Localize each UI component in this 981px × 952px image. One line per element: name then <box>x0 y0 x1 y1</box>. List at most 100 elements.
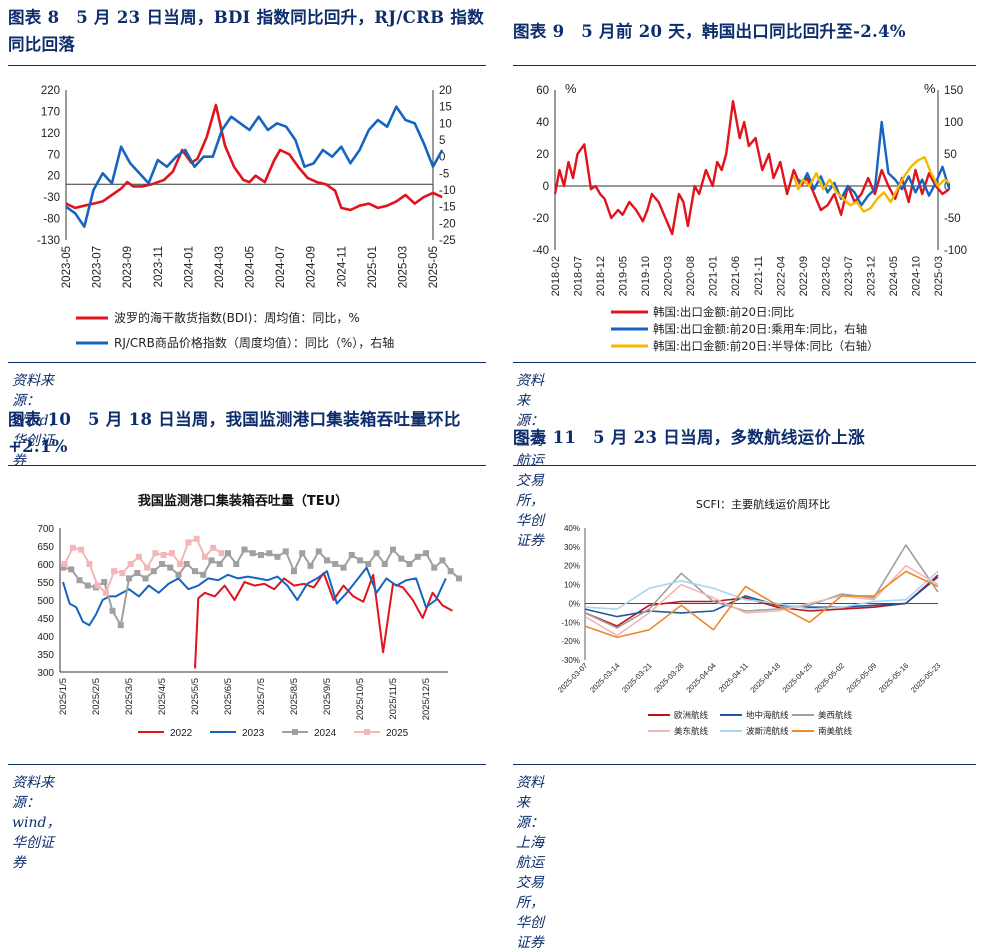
series-marker-2 <box>447 568 454 575</box>
x-tick-label: 2023-12 <box>865 256 877 296</box>
y-tick-right: -50 <box>944 213 961 225</box>
x-tick-label: 2024-10 <box>910 256 922 296</box>
y-tick-right: 20 <box>439 85 452 97</box>
y-tick: 20% <box>564 562 580 571</box>
series-marker-2 <box>208 557 215 564</box>
x-tick-label: 2025/11/5 <box>388 678 399 720</box>
panel-title: 图表 8 5 月 23 日当周，BDI 指数同比回升，RJ/CRB 指数同比回落 <box>8 8 484 54</box>
y-tick-left: -40 <box>532 245 549 257</box>
y-tick-left: 120 <box>41 128 60 140</box>
y-tick-right: 100 <box>944 117 963 129</box>
legend-label-3: 美东航线 <box>674 726 709 737</box>
x-tick-label: 2023-09 <box>122 246 134 288</box>
series-marker-3 <box>61 561 68 567</box>
x-tick-label: 2025-01 <box>367 246 379 288</box>
series-marker-2 <box>60 564 66 571</box>
y-tick-right: -10 <box>439 185 456 197</box>
x-tick-label: 2018-07 <box>573 256 585 296</box>
y-tick-right: 15 <box>439 102 452 114</box>
x-tick-label: 2025-04-18 <box>748 661 781 694</box>
series-marker-2 <box>439 557 446 564</box>
series-marker-2 <box>456 575 462 582</box>
series-marker-2 <box>68 566 75 573</box>
y-tick: 300 <box>37 668 54 679</box>
legend-label-1: 韩国:出口金额:前20日:乘用车:同比，右轴 <box>653 322 867 336</box>
x-tick-label: 2025-04-25 <box>781 661 814 694</box>
series-line-3 <box>584 564 939 637</box>
series-marker-3 <box>94 582 101 589</box>
series-marker-3 <box>102 589 109 596</box>
y-tick-right: -15 <box>439 202 456 214</box>
x-tick-label: 2021-01 <box>708 256 720 296</box>
y-tick-right: -5 <box>439 168 449 180</box>
series-marker-3 <box>160 552 167 558</box>
series-marker-3 <box>135 553 142 560</box>
y-tick-right: 5 <box>439 135 445 147</box>
y-tick: 40% <box>564 524 580 533</box>
y-tick-left: 40 <box>536 117 549 129</box>
legend-label-4: 波斯湾航线 <box>746 726 789 737</box>
series-marker-2 <box>249 550 256 557</box>
series-marker-2 <box>291 568 297 575</box>
series-marker-2 <box>109 607 116 614</box>
series-marker-2 <box>142 575 149 582</box>
series-marker-2 <box>274 553 281 560</box>
y-tick-left: 20 <box>536 149 549 161</box>
y-unit-right: % <box>924 81 936 96</box>
source-rule <box>513 764 976 765</box>
series-marker-2 <box>258 552 264 558</box>
series-marker-2 <box>332 561 339 567</box>
x-tick-label: 2025/5/5 <box>190 678 201 715</box>
y-tick-left: 20 <box>47 171 60 183</box>
x-tick-label: 2024-11 <box>336 246 348 287</box>
chart-bdi-crb: -130 -80 -30 20 70 120 170 220 -25 -20 -15 -10 -5 0 5 1… <box>37 85 456 350</box>
x-tick-label: 2024-09 <box>306 246 318 288</box>
x-tick-label: 2025-03-14 <box>588 661 621 694</box>
y-tick: 350 <box>37 650 54 661</box>
legend-label-1: 2023 <box>242 728 265 739</box>
y-tick: 700 <box>37 524 54 535</box>
y-tick: 10% <box>564 581 580 590</box>
chart-port-container: 我国监测港口集装箱吞吐量（TEU） 300 350 400 450 500 550 600 65… <box>37 493 462 739</box>
series-marker-2 <box>117 622 124 629</box>
source-note: 资料来源：上海航运交易所，华创证券 <box>516 775 544 951</box>
series-marker-3 <box>119 570 126 576</box>
chart-title: SCFI：主要航线运价周环比 <box>696 497 830 511</box>
legend-label-2: 韩国:出口金额:前20日:半导体:同比（右轴） <box>653 339 879 353</box>
series-marker-2 <box>134 570 141 576</box>
series-marker-3 <box>86 561 93 567</box>
y-tick: 0% <box>568 599 580 608</box>
x-tick-label: 2025-04-11 <box>717 661 750 694</box>
series-marker-2 <box>365 561 372 567</box>
series-marker-2 <box>414 553 421 560</box>
x-tick-label: 2023-11 <box>153 246 165 287</box>
x-tick-label: 2025/9/5 <box>322 678 333 715</box>
series-marker-3 <box>201 553 208 560</box>
series-marker-2 <box>233 561 240 567</box>
y-tick-right: -25 <box>439 235 456 247</box>
legend-label-1: 地中海航线 <box>746 710 789 721</box>
x-tick-label: 2018-02 <box>550 256 562 296</box>
series-marker-2 <box>150 568 157 575</box>
x-tick-label: 2025/4/5 <box>157 678 168 715</box>
y-tick-left: -130 <box>37 235 60 247</box>
x-tick-label: 2025-03-28 <box>652 661 685 694</box>
series-marker-2 <box>299 550 306 557</box>
x-tick-label: 2025-04-04 <box>684 661 717 694</box>
legend-marker-2 <box>292 729 298 735</box>
y-tick: -20% <box>561 637 580 646</box>
x-tick-label: 2023-07 <box>843 256 855 296</box>
x-tick-label: 2023-05 <box>61 246 73 288</box>
x-tick-label: 2019-10 <box>640 256 652 296</box>
series-line-0 <box>584 574 939 627</box>
x-tick-label: 2025-05-09 <box>845 661 878 694</box>
x-tick-label: 2024-07 <box>275 246 287 288</box>
y-tick-left: 170 <box>41 106 60 118</box>
series-marker-2 <box>192 568 198 575</box>
panel-title: 图表 9 5 月前 20 天，韩国出口同比回升至-2.4% <box>513 22 906 41</box>
x-tick-label: 2025-03-07 <box>556 661 589 694</box>
x-tick-label: 2019-05 <box>618 256 630 296</box>
series-marker-2 <box>398 555 405 562</box>
y-tick: 30% <box>564 543 580 552</box>
chart-title: 我国监测港口集装箱吞吐量（TEU） <box>138 493 348 509</box>
